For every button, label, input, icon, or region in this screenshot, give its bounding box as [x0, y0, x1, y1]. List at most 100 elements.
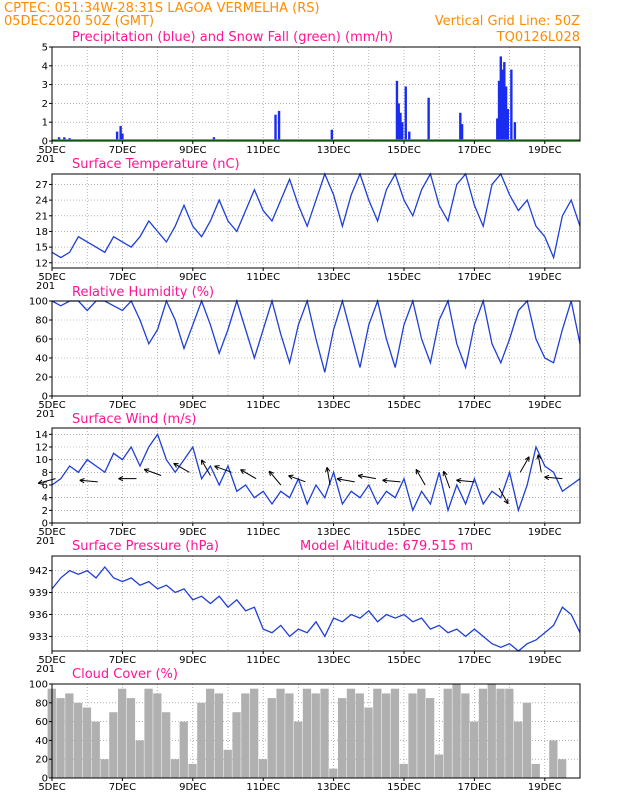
- cloud-cover-bar: [390, 688, 400, 778]
- pressure-panel: 933 936 939 942 5DEC 7DEC 9DEC 11DEC 13DEC 15DEC 1…: [29, 555, 581, 675]
- wind-vector-shaft: [173, 462, 190, 473]
- wind-vector-arrow: [214, 465, 232, 473]
- header-grid-line-note: Vertical Grid Line: 50Z: [435, 14, 580, 29]
- cloud-cover-bar: [426, 698, 435, 778]
- precip-bar: [404, 86, 407, 141]
- wind-vector-arrow: [240, 469, 257, 480]
- wind-vector-head: [456, 478, 462, 481]
- temperature-panel-title: Surface Temperature (nC): [72, 157, 240, 172]
- wind-vector-arrow: [415, 468, 426, 486]
- wind-vector-head: [201, 459, 206, 464]
- wind-vector-arrow: [456, 478, 475, 484]
- wind-y-tick-label: 14: [35, 430, 48, 441]
- humidity-x-tick-label: 19DEC: [528, 400, 562, 411]
- humidity-x-tick-label: 7DEC: [109, 400, 136, 411]
- temperature-x-tick-label: 9DEC: [179, 272, 206, 283]
- cloud-x-tick-label: 15DEC: [387, 782, 421, 793]
- precip-frame: [51, 46, 581, 142]
- humidity-y-tick-label: 40: [35, 354, 48, 365]
- wind-vector-head: [37, 479, 43, 484]
- pressure-y-tick-label: 936: [29, 610, 48, 621]
- humidity-line: [51, 298, 581, 373]
- wind-x-tick-label: 5DEC: [38, 527, 65, 538]
- cloud-cover-bar: [126, 698, 136, 778]
- pressure-panel-title: Surface Pressure (hPa): [72, 539, 219, 554]
- wind-vector-shaft: [144, 468, 162, 476]
- humidity-panel: 0 20 40 60 80 100 5DEC 7DEC 9DEC 11DEC 13DEC 15DEC 1…: [29, 297, 581, 420]
- cloud-cover-bar: [408, 693, 417, 778]
- cloud-x-tick-label: 13DEC: [317, 782, 351, 793]
- wind-vector-head: [240, 469, 244, 475]
- wind-vector-head: [79, 478, 85, 481]
- precip-bar: [401, 122, 404, 141]
- humidity-y-tick-label: 0: [42, 392, 48, 403]
- precip-y-tick-label: 2: [42, 99, 48, 110]
- wind-y-tick-label: 8: [42, 468, 48, 479]
- cloud-cover-bar: [294, 721, 303, 778]
- wind-vector-head: [79, 479, 85, 484]
- cloud-cover-bar: [65, 693, 74, 778]
- temperature-x-tick-label: 7DEC: [109, 272, 136, 283]
- cloud-cover-bar: [170, 759, 180, 778]
- wind-vector-shaft: [288, 475, 306, 483]
- wind-vector-arrow: [382, 478, 401, 484]
- wind-vector-shaft: [537, 454, 542, 473]
- cloud-x-tick-label: 17DEC: [458, 782, 492, 793]
- precip-bar: [503, 62, 506, 141]
- precip-bar: [501, 69, 504, 141]
- cloud-cover-bar: [373, 688, 382, 778]
- wind-vector-head: [544, 474, 550, 478]
- cloud-cover-bar: [153, 693, 162, 778]
- temperature-y-tick-label: 21: [35, 211, 48, 222]
- wind-vector-arrow: [173, 462, 190, 473]
- temperature-panel: 12 15 18 21 24 27 5DEC 7DEC 9DEC 11DEC 13DEC 15DEC 1…: [35, 172, 581, 292]
- precip-y-tick-label: 3: [42, 80, 48, 91]
- wind-vector-arrow: [357, 473, 376, 480]
- precip-x-tick-label: 11DEC: [246, 145, 280, 156]
- precip-bar: [119, 125, 122, 141]
- precip-bar: [510, 69, 513, 141]
- wind-vector-head: [415, 468, 421, 473]
- wind-vector-head: [357, 473, 364, 477]
- cloud-cover-bar: [346, 688, 356, 778]
- cloud-cover-bar: [135, 740, 144, 778]
- cloud-y-tick-label: 60: [35, 717, 48, 728]
- pressure-x-tick-label: 15DEC: [387, 655, 421, 666]
- wind-vector-head: [456, 479, 462, 484]
- temperature-frame: [51, 173, 581, 269]
- cloud-cover-bar: [443, 688, 452, 778]
- wind-vector-arrow: [37, 478, 56, 485]
- cloud-cover-bar: [452, 684, 461, 778]
- cloud-cover-bar: [496, 688, 505, 778]
- precip-bar: [399, 112, 402, 141]
- cloud-cover-bar: [311, 693, 320, 778]
- cloud-x-tick-label: 5DEC: [38, 782, 65, 793]
- precip-panel: 0 1 2 3 4 5 5DEC 7DEC 9DEC 11DEC 13DEC 15DEC 17DEC 19…: [36, 43, 581, 165]
- precip-bar: [408, 131, 411, 141]
- cloud-cover-bar: [276, 688, 285, 778]
- cloud-x-tick-label: 11DEC: [246, 782, 280, 793]
- wind-vector-head: [214, 465, 219, 471]
- humidity-panel-title: Relative Humidity (%): [72, 285, 214, 300]
- cloud-cover-bar: [417, 688, 426, 778]
- cloud-x-tick-label: 9DEC: [179, 782, 206, 793]
- wind-vector-head: [288, 475, 293, 480]
- cloud-cover-bar: [258, 759, 268, 778]
- precip-x-tick-label: 19DEC: [528, 145, 562, 156]
- precip-bar: [121, 133, 124, 141]
- pressure-x-tick-label: 5DEC: [38, 655, 65, 666]
- pressure-x-tick-label: 19DEC: [528, 655, 562, 666]
- humidity-y-tick-label: 20: [35, 373, 48, 384]
- wind-y-tick-label: 0: [42, 519, 48, 530]
- header-run-code: TQ0126L028: [496, 30, 580, 45]
- cloud-cover-bar: [549, 740, 558, 778]
- temperature-x-tick-label: 15DEC: [387, 272, 421, 283]
- precip-bar: [274, 114, 277, 141]
- cloud-cover-bar: [250, 688, 259, 778]
- wind-x-tick-label: 17DEC: [458, 527, 492, 538]
- cloud-x-tick-label: 19DEC: [528, 782, 562, 793]
- temperature-y-tick-label: 27: [35, 180, 48, 191]
- precip-bar: [513, 122, 517, 141]
- wind-vector-arrow: [268, 470, 282, 486]
